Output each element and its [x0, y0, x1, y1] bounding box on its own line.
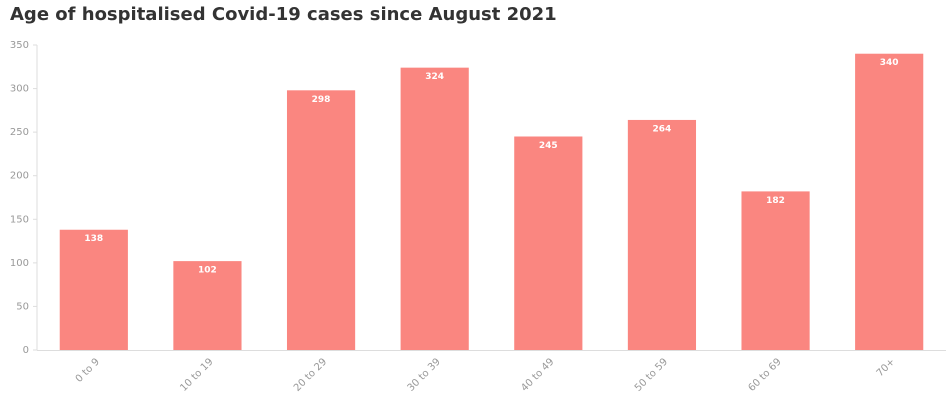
- y-tick-label: 0: [23, 345, 29, 356]
- value-label: 245: [539, 141, 558, 151]
- x-tick-label: 60 to 69: [746, 356, 783, 393]
- value-label: 182: [766, 196, 785, 206]
- value-label: 324: [425, 72, 444, 82]
- y-tick-label: 50: [16, 301, 29, 312]
- bar: [286, 90, 356, 351]
- x-tick-label: 20 to 29: [292, 356, 329, 393]
- value-label: 102: [198, 266, 217, 276]
- y-tick-label: 250: [10, 127, 29, 138]
- x-tick-label: 50 to 59: [633, 356, 670, 393]
- y-tick-label: 350: [10, 40, 29, 51]
- bar: [400, 67, 469, 351]
- y-tick-label: 200: [10, 171, 29, 182]
- y-tick-label: 100: [10, 258, 29, 269]
- bar: [514, 136, 583, 350]
- x-tick-label: 70+: [875, 356, 898, 379]
- bar: [627, 119, 697, 350]
- bar: [855, 53, 924, 350]
- x-tick-label: 10 to 19: [178, 356, 215, 393]
- value-label: 264: [653, 124, 672, 134]
- y-tick-label: 150: [10, 214, 29, 225]
- x-tick-label: 40 to 49: [519, 356, 556, 393]
- value-label: 340: [880, 58, 899, 68]
- bar: [741, 191, 810, 350]
- x-tick-label: 0 to 9: [74, 356, 102, 384]
- value-label: 138: [84, 234, 103, 244]
- x-tick-label: 30 to 39: [406, 356, 443, 393]
- chart-title: Age of hospitalised Covid-19 cases since…: [10, 4, 557, 25]
- y-tick-label: 300: [10, 84, 29, 95]
- value-label: 298: [312, 95, 331, 105]
- bar: [173, 261, 242, 350]
- bar: [59, 229, 128, 350]
